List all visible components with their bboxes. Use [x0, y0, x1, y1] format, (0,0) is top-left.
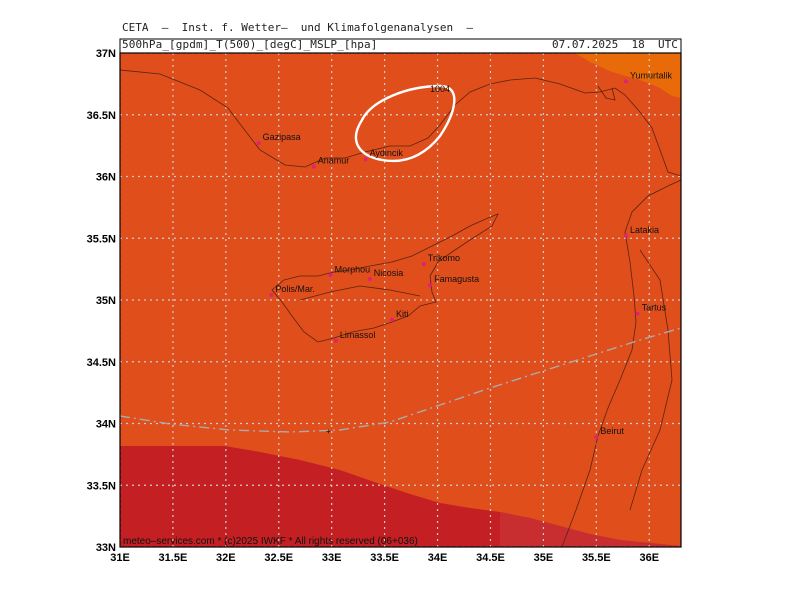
lon-tick-label: 33E [322, 552, 342, 564]
city-label: Kiti [396, 309, 409, 319]
city-marker [623, 79, 628, 84]
temperature-band-warm [575, 53, 681, 98]
isobar-label: 1004 [430, 84, 450, 94]
city-marker [256, 141, 261, 146]
isobar-1004 [354, 84, 456, 163]
temperature-band-cool-edge [500, 512, 681, 547]
lat-tick-label: 37N [96, 48, 116, 60]
coastline-cyprus [271, 213, 499, 343]
lon-tick-label: 31E [110, 552, 130, 564]
city-marker [367, 277, 372, 282]
city-marker [421, 262, 426, 267]
city-label: Aydincik [370, 148, 404, 158]
cyprus-green-line [299, 285, 421, 301]
city-label: Yumurtalik [630, 70, 673, 80]
city-label: Trikomo [428, 253, 460, 263]
city-marker [333, 338, 338, 343]
valid-datetime: 07.07.2025 18 UTC [552, 38, 678, 51]
lat-tick-label: 36.5N [87, 110, 116, 122]
city-marker [428, 283, 433, 288]
pressure-mark: + [326, 427, 331, 436]
lon-tick-label: 32.5E [264, 552, 293, 564]
lat-lon-grid [120, 53, 681, 547]
city-label: Limassol [340, 330, 376, 340]
lat-tick-label: 33N [96, 542, 116, 554]
temperature-field [120, 53, 681, 547]
latitude-labels: 37N 36.5N 36N 35.5N 35N 34.5N 34N 33.5N 33N [87, 48, 116, 554]
header-frame [119, 38, 682, 54]
lon-tick-label: 34.5E [476, 552, 505, 564]
lat-tick-label: 35.5N [87, 233, 116, 245]
lon-tick-label: 35.5E [582, 552, 611, 564]
city-marker [328, 273, 333, 278]
coastline-syria-lebanon [561, 179, 681, 547]
map-title: CETA – Inst. f. Wetter– und Klimafolgena… [122, 21, 473, 34]
lat-tick-label: 33.5N [87, 480, 116, 492]
longitude-labels: 31E 31.5E 32E 32.5E 33E 33.5E 34E 34.5E 35E 35.5E… [110, 552, 659, 564]
city-label: Beirut [600, 426, 624, 436]
city-marker [311, 164, 316, 169]
city-label: Tartus [642, 303, 667, 313]
city-label: Polis/Mar. [275, 284, 315, 294]
lon-tick-label: 33.5E [370, 552, 399, 564]
city-marker [623, 233, 628, 238]
lat-tick-label: 35N [96, 295, 116, 307]
city-label: Famagusta [434, 274, 479, 284]
coastline-inland-gulf [597, 85, 616, 101]
lon-tick-label: 32E [216, 552, 236, 564]
lon-tick-label: 35E [534, 552, 554, 564]
border-inland [629, 249, 673, 511]
lon-tick-label: 31.5E [159, 552, 188, 564]
coastline-turkey [120, 69, 681, 177]
parameter-label: 500hPa_[gpdm]_T(500)_[degC]_MSLP_[hpa] [122, 38, 378, 51]
city-label: Nicosia [374, 268, 404, 278]
lat-tick-label: 34.5N [87, 357, 116, 369]
city-marker [363, 157, 368, 162]
city-marker [594, 435, 599, 440]
city-label: Anamur [318, 156, 350, 166]
copyright-footer: meteo–services.com * (c)2025 IWKF * All … [123, 536, 418, 547]
city-label: Latakia [630, 225, 659, 235]
city-markers: Yumurtalik Gazipasa Anamur Aydincik Latakia T… [256, 70, 673, 440]
lat-tick-label: 34N [96, 419, 116, 431]
city-marker [269, 293, 274, 298]
city-marker [390, 317, 395, 322]
temperature-contour-dashed [120, 327, 681, 433]
lon-tick-label: 34E [428, 552, 448, 564]
lat-tick-label: 36N [96, 172, 116, 184]
city-label: Gazipasa [263, 132, 301, 142]
coastlines [120, 69, 681, 547]
city-label: Morphou [335, 264, 371, 274]
lon-tick-label: 36E [639, 552, 659, 564]
city-marker [635, 311, 640, 316]
